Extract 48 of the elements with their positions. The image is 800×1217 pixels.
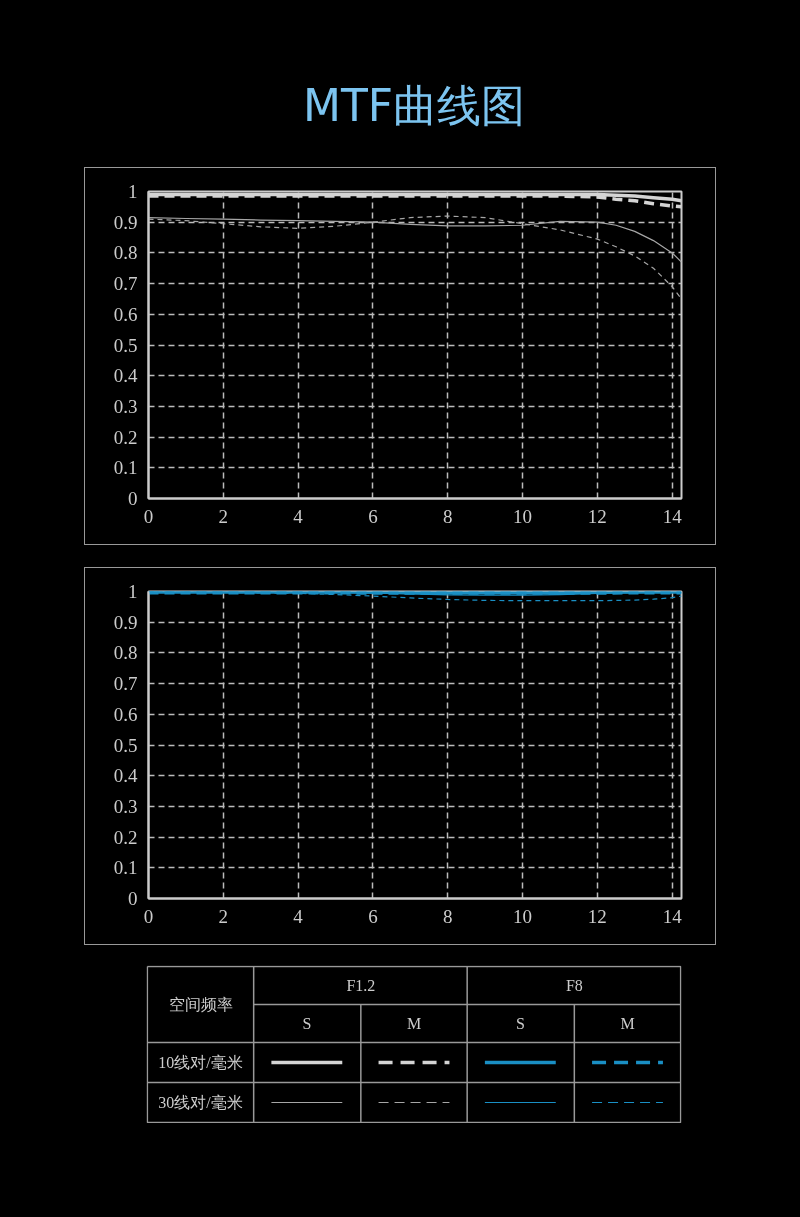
text: M	[620, 1015, 635, 1032]
x-tick-label: 4	[293, 905, 304, 927]
text: 10线对/毫米	[158, 1054, 243, 1071]
x-tick-label: 14	[662, 505, 683, 527]
x-tick-label: 6	[368, 905, 378, 927]
text: F8	[565, 977, 583, 994]
y-tick-label: 1	[128, 581, 138, 602]
y-tick-label: 0.1	[113, 457, 138, 479]
y-tick-label: 0.6	[113, 303, 138, 325]
x-tick-label: 10	[513, 505, 533, 527]
text: F1.2	[346, 977, 376, 994]
x-tick-label: 8	[442, 905, 453, 927]
x-tick-label: 0	[143, 505, 154, 527]
x-tick-label: 12	[587, 505, 607, 527]
y-tick-label: 0.2	[113, 426, 138, 448]
text: 空间频率	[168, 996, 233, 1013]
y-tick-label: 0	[128, 888, 138, 909]
x-tick-label: 4	[293, 505, 304, 527]
x-tick-label: 8	[442, 505, 453, 527]
x-tick-label: 6	[368, 505, 378, 527]
text: S	[515, 1015, 525, 1032]
y-tick-label: 0.9	[113, 611, 138, 633]
x-tick-label: 0	[143, 905, 154, 927]
x-tick-label: 14	[662, 905, 683, 927]
y-tick-label: 0.2	[113, 826, 138, 848]
y-tick-label: 0.8	[113, 242, 138, 264]
y-tick-label: 0.7	[113, 673, 138, 695]
x-tick-label: 12	[587, 905, 607, 927]
y-tick-label: 1	[128, 181, 138, 202]
text: M	[406, 1015, 422, 1032]
y-tick-label: 0.3	[113, 795, 138, 817]
y-tick-label: 0.5	[113, 334, 138, 356]
y-tick-label: 0.4	[113, 765, 138, 787]
x-tick-label: 2	[218, 905, 229, 927]
text: S	[302, 1015, 312, 1032]
chart-title: MTF曲线图	[302, 80, 526, 131]
y-tick-label: 0.6	[113, 703, 138, 725]
x-tick-label: 2	[218, 505, 229, 527]
y-tick-label: 0.4	[113, 365, 138, 387]
x-tick-label: 10	[513, 905, 533, 927]
text: 30线对/毫米	[158, 1094, 243, 1111]
y-tick-label: 0.1	[113, 857, 138, 879]
y-tick-label: 0.7	[113, 273, 138, 295]
y-tick-label: 0	[128, 488, 138, 509]
y-tick-label: 0.9	[113, 211, 138, 233]
y-tick-label: 0.5	[113, 734, 138, 756]
y-tick-label: 0.3	[113, 395, 138, 417]
y-tick-label: 0.8	[113, 642, 138, 664]
